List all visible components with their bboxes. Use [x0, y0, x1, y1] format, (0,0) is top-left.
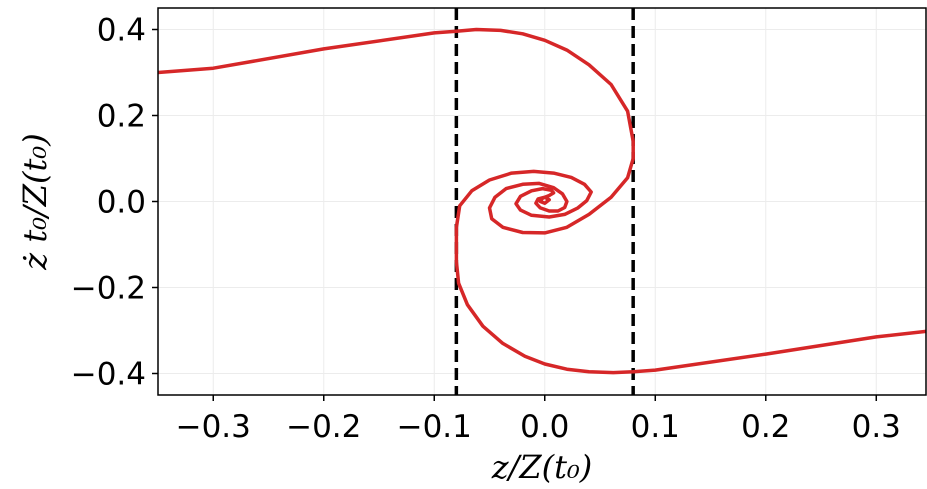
- y-tick-label: 0.2: [97, 99, 146, 135]
- spiral-series-line: [158, 27, 926, 375]
- y-tick-label: 0.4: [97, 13, 146, 49]
- x-tick-label: 0.2: [741, 409, 790, 445]
- grid-lines: [158, 8, 926, 395]
- x-tick-label: −0.1: [397, 409, 472, 445]
- y-tick-label: −0.4: [71, 357, 146, 393]
- y-axis-label: ż t₀/Z(t₀): [16, 133, 54, 270]
- series-layer: [158, 27, 926, 375]
- y-tick-label: 0.0: [97, 185, 146, 221]
- x-tick-label: 0.1: [631, 409, 680, 445]
- y-tick-label: −0.2: [71, 271, 146, 307]
- x-tick-label: −0.2: [286, 409, 361, 445]
- x-tick-label: 0.0: [520, 409, 569, 445]
- x-tick-label: 0.3: [852, 409, 901, 445]
- y-axis-ticks: −0.4 −0.2 0.0 0.2 0.4: [71, 13, 158, 393]
- x-axis-label: z/Z(t₀): [491, 448, 593, 486]
- x-tick-label: −0.3: [176, 409, 251, 445]
- x-axis-ticks: −0.3 −0.2 −0.1 0.0 0.1 0.2 0.3: [176, 395, 901, 445]
- threshold-lines: [454, 8, 635, 395]
